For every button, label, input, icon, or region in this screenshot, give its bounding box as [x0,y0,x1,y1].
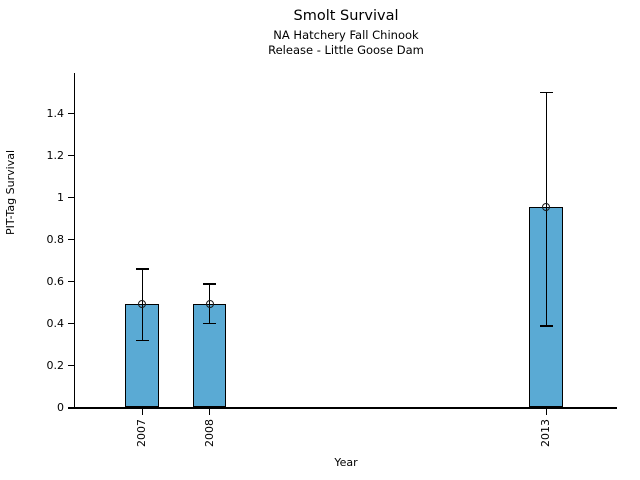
x-tick-label: 2007 [135,419,149,455]
chart-subtitle-line1: NA Hatchery Fall Chinook [273,28,419,42]
x-tick [141,408,144,415]
x-tick-label: 2008 [203,419,217,455]
y-tick-label: 0.6 [46,274,65,288]
y-tick-label: 0.8 [46,232,65,246]
y-tick-label: 1.4 [46,106,65,120]
y-tick [67,322,74,325]
chart-subtitle-line2: Release - Little Goose Dam [268,43,424,57]
x-axis-spine [73,407,617,409]
x-tick [545,408,548,415]
error-cap-lower [203,322,217,325]
y-tick [67,407,74,409]
y-tick-label: 1 [57,190,64,204]
y-axis-spine [73,73,75,409]
y-tick [67,196,74,199]
chart-title: Smolt Survival [293,8,399,24]
x-tick-label-text: 2007 [135,419,149,447]
y-tick [67,112,74,115]
error-cap-lower [135,339,149,342]
x-tick-label-text: 2013 [539,419,553,447]
error-cap-lower [539,325,553,327]
x-tick [208,408,211,415]
y-tick [67,364,74,367]
x-tick-label: 2013 [539,419,553,455]
x-axis-label: Year [334,456,358,469]
mean-marker-2007 [138,300,147,309]
error-cap-upper [135,268,149,270]
x-tick-label-text: 2008 [202,419,216,447]
mean-marker-2013 [542,203,551,212]
y-tick [67,280,74,283]
error-cap-upper [539,91,553,94]
error-cap-upper [203,283,217,285]
y-tick-label: 0.4 [46,316,65,330]
y-tick [67,154,74,157]
y-tick-label: 0.2 [46,358,65,372]
y-tick-label: 1.2 [46,148,65,162]
y-tick [67,238,74,241]
y-tick-label: 0 [57,401,64,414]
mean-marker-2008 [205,300,214,309]
